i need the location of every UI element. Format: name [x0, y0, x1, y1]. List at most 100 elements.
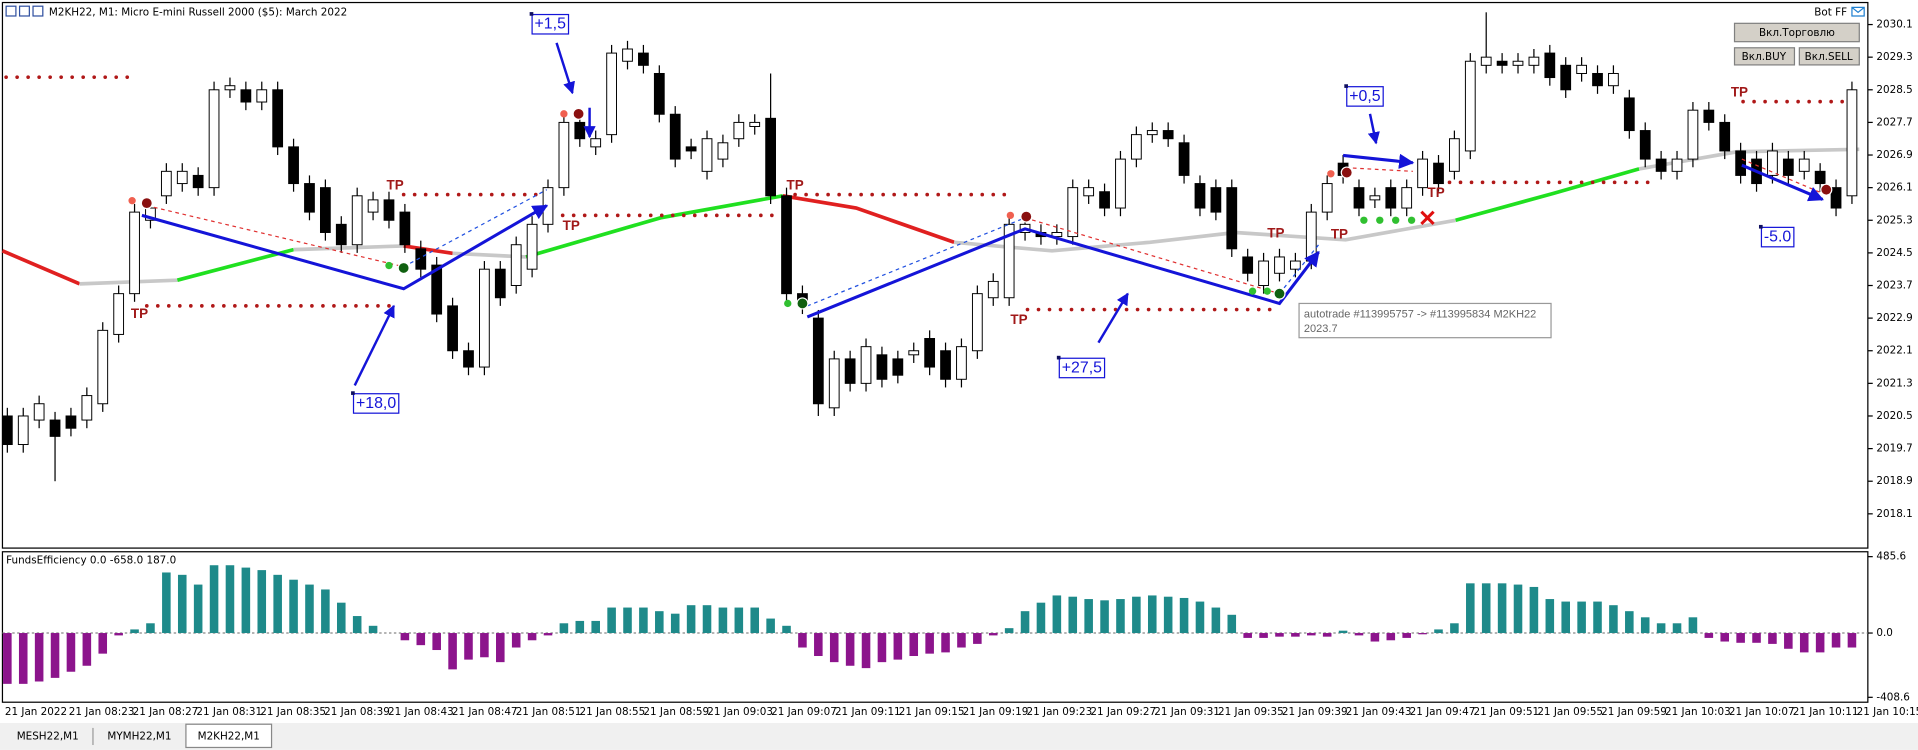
candles — [1, 12, 1858, 482]
histogram-bar — [1768, 633, 1777, 644]
histogram-bar — [289, 579, 298, 634]
histogram-bar — [1370, 633, 1380, 642]
candle-body — [1130, 134, 1142, 160]
tab-active[interactable] — [185, 723, 273, 749]
y-tick-label: 2026.1 — [1876, 182, 1912, 194]
histogram-bar — [1338, 630, 1348, 634]
histogram-bar — [496, 633, 505, 663]
y-tick-label: 2023.7 — [1876, 280, 1912, 292]
candle-body — [1798, 158, 1810, 172]
histogram-bar — [1386, 633, 1396, 641]
tab-label[interactable]: M2KH22,M1 — [198, 730, 260, 742]
histogram-bar — [639, 607, 648, 634]
button-label[interactable]: Вкл.Торговлю — [1759, 27, 1835, 39]
candle-body — [590, 138, 602, 148]
candle-body — [479, 268, 490, 368]
histogram-bar — [162, 572, 171, 634]
histogram-bar — [400, 633, 410, 641]
x-tick-label: 21 Jan 09:43 — [1346, 706, 1412, 718]
candle-body — [33, 403, 45, 421]
button[interactable] — [1733, 47, 1796, 66]
tab-label[interactable]: MYMH22,M1 — [107, 730, 171, 742]
histogram-bar — [925, 633, 934, 654]
candle-body — [987, 280, 999, 299]
histogram-bar — [1640, 617, 1650, 634]
moving-average — [1, 249, 81, 286]
icon — [5, 5, 17, 17]
candle-body — [1782, 158, 1794, 176]
histogram-bar — [988, 633, 998, 636]
candle-body — [558, 121, 570, 189]
histogram-bar — [1132, 596, 1141, 634]
candle-body — [17, 415, 29, 446]
histogram-bar — [527, 633, 537, 641]
button-label[interactable]: Вкл.BUY — [1742, 51, 1787, 63]
candle-body — [1735, 150, 1747, 176]
tooltip — [1298, 302, 1552, 339]
histogram-bar — [1418, 633, 1427, 635]
histogram-bar — [893, 633, 903, 660]
histogram-bar — [607, 607, 616, 634]
order-mark — [1340, 166, 1353, 179]
tab[interactable] — [95, 725, 184, 748]
x-tick-label: 21 Jan 09:55 — [1537, 706, 1603, 718]
arrow — [1097, 292, 1129, 344]
histogram-bar — [623, 607, 632, 634]
candle-body — [1528, 56, 1540, 66]
candle-body — [1210, 187, 1222, 213]
trade-result-box — [1346, 86, 1384, 107]
candle-body — [1401, 187, 1413, 209]
trade-line — [141, 204, 549, 291]
histogram-bar — [1147, 595, 1157, 634]
histogram-bar — [1752, 633, 1761, 643]
trade-result: +0,5 — [1349, 88, 1381, 105]
candle-body — [160, 170, 172, 197]
histogram-bar — [829, 633, 839, 663]
candle-body — [113, 293, 125, 335]
button[interactable] — [1733, 22, 1860, 43]
histogram-bar — [336, 602, 346, 634]
histogram-bar — [798, 633, 807, 648]
histogram-bar — [305, 584, 314, 634]
moving-average — [525, 193, 784, 259]
tab[interactable] — [4, 725, 91, 748]
icon — [32, 5, 44, 17]
x-tick-label: 21 Jan 08:39 — [324, 706, 390, 718]
candle-body — [1544, 52, 1556, 79]
histogram-bar — [1799, 633, 1809, 653]
candle-body — [733, 121, 745, 140]
candle-body — [1274, 256, 1285, 274]
x-tick-label: 21 Jan 09:11 — [835, 706, 901, 718]
trade-marks: TP TP TP TP TP TP TP TP TP +1,5 +18,0 +27,5 +0,5 -5.0… — [128, 12, 1833, 414]
histogram-bar — [782, 625, 791, 634]
tab-label[interactable]: MESH22,M1 — [17, 730, 79, 742]
candle-body — [685, 146, 697, 152]
candle-body — [1099, 191, 1110, 209]
icon — [18, 5, 30, 17]
candle-body — [876, 354, 888, 380]
candle-body — [638, 52, 649, 66]
button-label[interactable]: Вкл.SELL — [1805, 51, 1853, 63]
candle-body — [701, 138, 713, 172]
ui: M2KH22, M1: Micro E-mini Russell 2000 ($… — [4, 5, 1865, 749]
candle-body — [431, 264, 443, 315]
histogram-bar — [1163, 596, 1173, 634]
overlays — [1, 75, 1868, 634]
y-tick-label: 2021.3 — [1876, 377, 1912, 389]
trade-result-box — [1760, 226, 1795, 248]
y-tick-label: 2029.3 — [1876, 51, 1912, 63]
moving-average — [403, 244, 453, 256]
candle-body — [1305, 211, 1317, 262]
candle-body — [669, 113, 681, 160]
x-tick-label: 21 Jan 08:27 — [133, 706, 199, 718]
candle-body — [653, 72, 665, 115]
histogram-bar — [1609, 605, 1618, 634]
button[interactable] — [1798, 47, 1860, 66]
histogram-bar — [321, 589, 330, 634]
x-tick-label: 21 Jan 08:47 — [452, 706, 518, 718]
histogram-bar — [1322, 633, 1332, 637]
histogram-bar — [1259, 633, 1268, 638]
candle-body — [208, 89, 220, 189]
candle-body — [65, 415, 77, 429]
